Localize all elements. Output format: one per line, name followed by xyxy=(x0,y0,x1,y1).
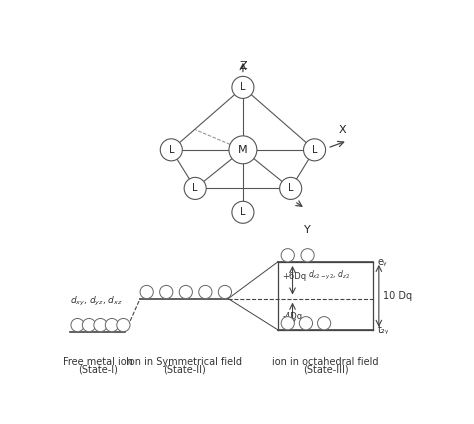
Circle shape xyxy=(232,76,254,98)
Text: Y: Y xyxy=(303,225,310,235)
Circle shape xyxy=(82,318,96,332)
Circle shape xyxy=(303,139,326,161)
Text: (State-II): (State-II) xyxy=(163,365,206,375)
Circle shape xyxy=(105,318,118,332)
Circle shape xyxy=(232,201,254,223)
Text: (State-I): (State-I) xyxy=(78,365,118,375)
Circle shape xyxy=(229,136,257,164)
Text: $d_{x2-y2}$, $d_{z2}$: $d_{x2-y2}$, $d_{z2}$ xyxy=(308,268,350,282)
Text: Free metal ion: Free metal ion xyxy=(63,357,133,367)
Circle shape xyxy=(117,318,130,332)
Circle shape xyxy=(199,285,212,298)
Text: X: X xyxy=(338,125,346,135)
Text: M: M xyxy=(238,145,248,155)
Circle shape xyxy=(280,177,302,199)
Circle shape xyxy=(94,318,107,332)
Text: L: L xyxy=(169,145,174,155)
Text: L: L xyxy=(288,184,293,193)
Text: eᵧ: eᵧ xyxy=(378,257,387,267)
Text: (State-III): (State-III) xyxy=(303,365,348,375)
Circle shape xyxy=(318,317,331,330)
Text: L: L xyxy=(312,145,317,155)
Circle shape xyxy=(179,285,192,298)
Circle shape xyxy=(160,285,173,298)
Circle shape xyxy=(140,285,153,298)
Text: 10 Dq: 10 Dq xyxy=(383,291,411,301)
Text: Ion in Symmetrical field: Ion in Symmetrical field xyxy=(126,357,242,367)
Text: Z: Z xyxy=(239,61,247,71)
Text: ion in octahedral field: ion in octahedral field xyxy=(273,357,379,367)
Circle shape xyxy=(219,285,231,298)
Text: L: L xyxy=(240,207,246,217)
Circle shape xyxy=(281,317,294,330)
Text: L: L xyxy=(240,82,246,92)
Circle shape xyxy=(299,317,312,330)
Text: $d_{xy}$, $d_{yz}$, $d_{xz}$: $d_{xy}$, $d_{yz}$, $d_{xz}$ xyxy=(70,295,123,308)
Text: +6Dq: +6Dq xyxy=(283,272,307,281)
Text: t₂ᵧ: t₂ᵧ xyxy=(378,325,389,335)
Text: -4Dq: -4Dq xyxy=(283,312,303,321)
Circle shape xyxy=(184,177,206,199)
Circle shape xyxy=(71,318,84,332)
Text: L: L xyxy=(192,184,198,193)
Circle shape xyxy=(281,248,294,262)
Circle shape xyxy=(160,139,182,161)
Circle shape xyxy=(301,248,314,262)
